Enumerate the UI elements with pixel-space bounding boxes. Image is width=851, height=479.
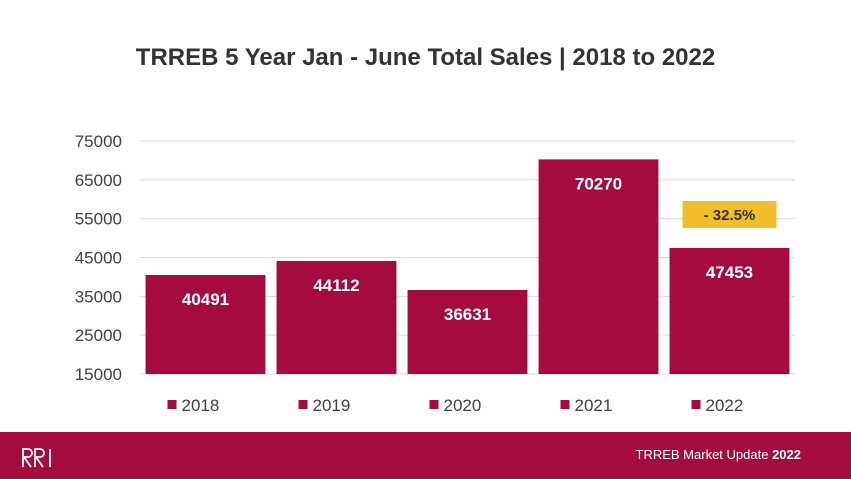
bar-chart: 75000 65000 55000 45000 35000 25000 15000 40491… — [75, 132, 795, 415]
legend-label-2019: 2019 — [313, 396, 351, 415]
legend-swatch-2018 — [167, 400, 177, 409]
footer-text: TRREB Market Update 2022 — [636, 447, 801, 462]
data-label-2022: 47453 — [706, 263, 753, 282]
bar-2020 — [407, 289, 528, 374]
data-label-2021: 70270 — [575, 174, 622, 193]
y-tick-label: 25000 — [75, 326, 122, 345]
legend-label-2022: 2022 — [706, 396, 744, 415]
legend-swatch-2020 — [429, 400, 439, 409]
legend-swatch-2022 — [691, 400, 701, 409]
data-label-2018: 40491 — [182, 290, 229, 309]
bar-2018 — [145, 275, 266, 374]
data-label-2019: 44112 — [313, 276, 359, 295]
legend-swatch-2021 — [560, 400, 570, 409]
annotation-box — [682, 200, 777, 228]
chart-title: TRREB 5 Year Jan - June Total Sales | 20… — [135, 44, 716, 71]
y-tick-label: 65000 — [75, 171, 122, 190]
bar-2022 — [669, 247, 790, 374]
y-tick-label: 55000 — [75, 210, 122, 229]
bar-2021 — [538, 159, 659, 374]
footer-label: TRREB Market Update — [635, 447, 769, 462]
y-tick-label: 15000 — [75, 365, 122, 384]
footer-bar: TRREB Market Update 2022 — [0, 432, 851, 479]
legend-swatch-2019 — [298, 400, 308, 409]
legend-label-2018: 2018 — [182, 396, 220, 415]
y-tick-label: 75000 — [75, 132, 122, 151]
legend-label-2020: 2020 — [444, 396, 482, 415]
y-tick-label: 35000 — [75, 287, 122, 306]
legend-label-2021: 2021 — [575, 396, 613, 415]
annotation-text: - 32.5% — [704, 207, 756, 224]
bar-2019 — [276, 260, 397, 374]
footer-year: 2022 — [772, 447, 801, 462]
y-tick-label: 45000 — [75, 249, 122, 268]
data-label-2020: 36631 — [444, 305, 491, 324]
rri-logo-icon — [22, 448, 51, 468]
